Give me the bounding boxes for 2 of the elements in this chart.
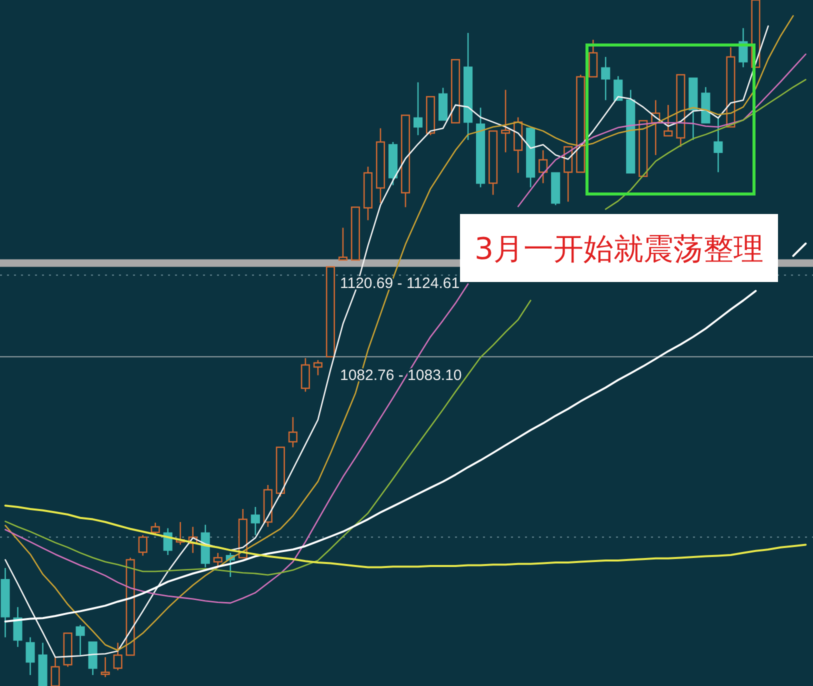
annotation: 3月一开始就震荡整理 [474, 232, 764, 267]
note: 3月一开始就震荡整理 [460, 214, 778, 282]
